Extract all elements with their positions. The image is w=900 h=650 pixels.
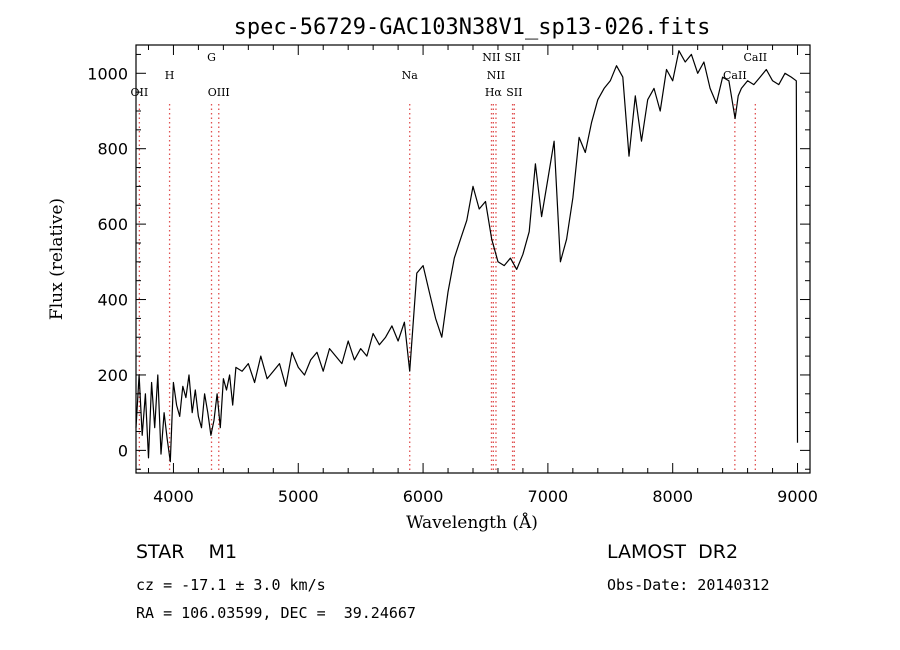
line-label-6: NII: [487, 69, 505, 82]
coordinates: RA = 106.03599, DEC = 39.24667: [136, 604, 416, 622]
spectral-line-markers: [138, 104, 756, 473]
x-tick-label-4000: 4000: [153, 487, 194, 506]
y-axis-ticks: [136, 53, 810, 470]
line-label-11: CaII: [743, 51, 767, 64]
line-label-2: G: [207, 51, 216, 64]
x-tick-label-5000: 5000: [278, 487, 319, 506]
object-class: STAR M1: [136, 541, 238, 563]
y-tick-label-800: 800: [97, 140, 128, 159]
y-tick-label-1000: 1000: [87, 64, 128, 83]
line-label-5: NII: [482, 51, 500, 64]
y-tick-label-200: 200: [97, 366, 128, 385]
x-axis-ticks: [147, 45, 799, 473]
obs-date: Obs-Date: 20140312: [607, 576, 770, 594]
y-tick-label-400: 400: [97, 291, 128, 310]
line-label-9: SII: [506, 86, 522, 99]
line-label-4: Na: [402, 69, 419, 82]
x-tick-label-7000: 7000: [528, 487, 569, 506]
line-label-3: OIII: [208, 86, 230, 99]
y-tick-label-600: 600: [97, 215, 128, 234]
line-label-8: SII: [504, 51, 520, 64]
survey-label: LAMOST DR2: [607, 541, 739, 563]
line-label-10: CaII: [723, 69, 747, 82]
plot-frame: [135, 44, 811, 474]
redshift-value: cz = -17.1 ± 3.0 km/s: [136, 576, 326, 594]
spectrum-line: [135, 50, 799, 463]
x-tick-label-8000: 8000: [652, 487, 693, 506]
y-axis-tick-labels: 0 200 400 600 800 1000: [87, 64, 128, 460]
line-label-7: Hα: [485, 86, 503, 99]
y-axis-label: Flux (relative): [47, 198, 67, 320]
chart-title: spec-56729-GAC103N38V1_sp13-026.fits: [234, 15, 711, 40]
y-tick-label-0: 0: [118, 441, 128, 460]
x-axis-tick-labels: 4000 5000 6000 7000 8000 9000: [153, 487, 818, 506]
x-tick-label-6000: 6000: [403, 487, 444, 506]
x-axis-label: Wavelength (Å): [406, 512, 538, 533]
x-tick-label-9000: 9000: [777, 487, 818, 506]
line-label-1: H: [165, 69, 175, 82]
